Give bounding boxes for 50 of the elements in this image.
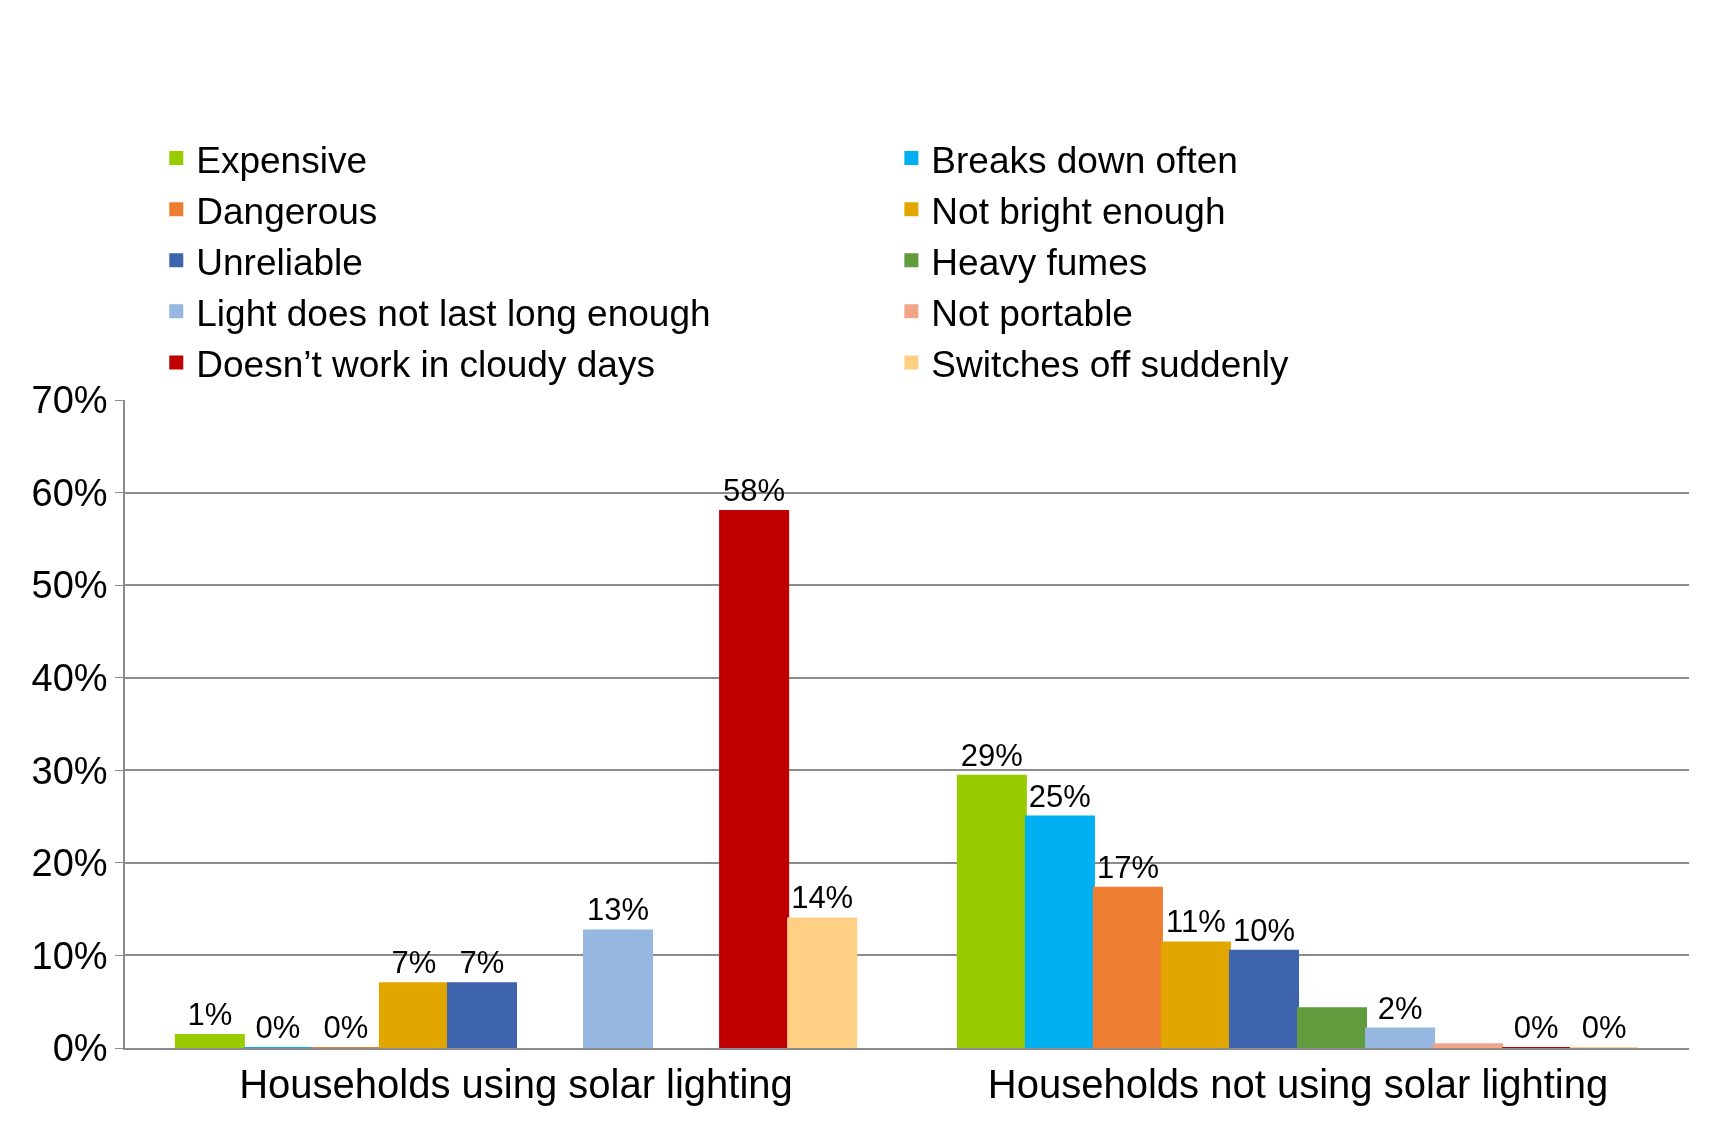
data-label: 7% — [391, 945, 437, 981]
y-tick-label: 20% — [31, 842, 108, 885]
data-label: 0% — [1513, 1010, 1559, 1045]
bar — [1228, 949, 1299, 1048]
y-tick-label: 40% — [31, 657, 108, 700]
data-label: 25% — [1028, 778, 1091, 814]
legend-label: Breaks down often — [931, 139, 1238, 181]
data-label: 58% — [723, 473, 786, 509]
bar — [1433, 1043, 1504, 1048]
bar — [1365, 1027, 1436, 1048]
legend-label: Expensive — [196, 139, 367, 181]
legend-label: Dangerous — [196, 190, 378, 232]
y-tick-label: 0% — [52, 1027, 108, 1070]
x-tick-label: Households using solar lighting — [239, 1061, 793, 1106]
data-label: 14% — [791, 880, 854, 916]
data-label: 2% — [1377, 990, 1423, 1026]
bar — [719, 510, 790, 1048]
y-tick-label: 30% — [31, 749, 108, 792]
data-label: 11% — [1166, 904, 1226, 940]
data-label: 0% — [255, 1010, 301, 1045]
data-label: 0% — [323, 1010, 369, 1045]
legend-label: Not portable — [931, 292, 1133, 334]
legend-label: Doesn’t work in cloudy days — [196, 343, 655, 385]
data-label: 17% — [1096, 849, 1159, 885]
bar — [1297, 1007, 1368, 1048]
data-label: 1% — [187, 997, 233, 1033]
y-tick-label: 10% — [31, 934, 108, 977]
y-tick-label: 70% — [31, 379, 108, 422]
data-label: 10% — [1232, 912, 1296, 948]
bar — [787, 917, 858, 1048]
data-label: 7% — [459, 945, 505, 981]
data-label: 29% — [960, 737, 1023, 773]
y-tick-label: 60% — [31, 471, 108, 514]
legend-label: Unreliable — [196, 241, 363, 283]
data-label: 0% — [1581, 1010, 1627, 1045]
legend-label: Switches off suddenly — [931, 343, 1290, 385]
bar — [174, 1034, 245, 1048]
bar — [583, 929, 654, 1048]
legend-label: Heavy fumes — [931, 241, 1148, 283]
bar — [1024, 815, 1095, 1048]
legend-label: Light does not last long enough — [196, 292, 711, 334]
bar — [956, 774, 1027, 1048]
legend-label: Not bright enough — [931, 190, 1226, 232]
data-label: 13% — [587, 892, 650, 928]
bar — [1092, 886, 1163, 1048]
bar — [1160, 941, 1231, 1048]
x-tick-label: Households not using solar lighting — [987, 1061, 1609, 1106]
bar — [446, 982, 517, 1048]
y-tick-label: 50% — [31, 564, 108, 607]
bar — [378, 982, 449, 1048]
